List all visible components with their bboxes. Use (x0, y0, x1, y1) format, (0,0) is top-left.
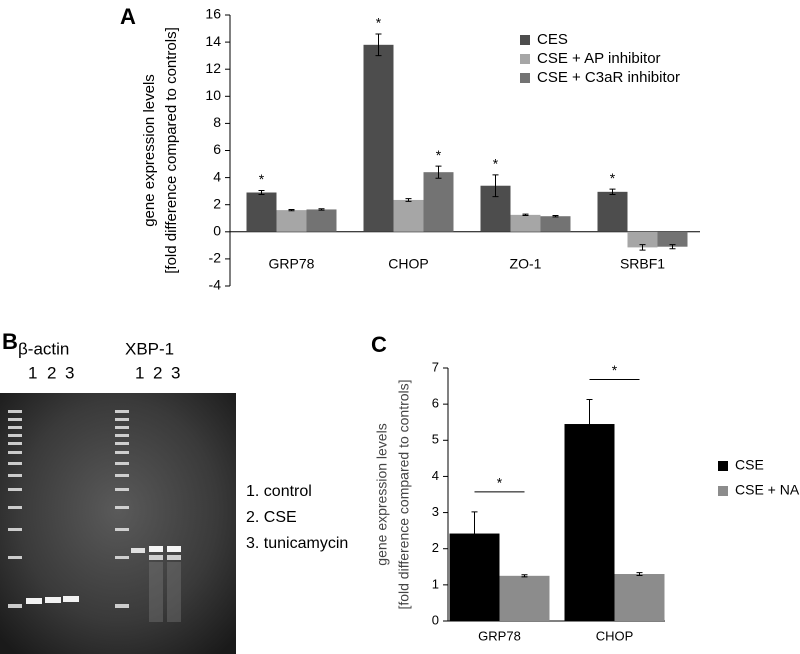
comparison-mark: * (497, 475, 503, 491)
y-tick-label: 6 (432, 396, 439, 411)
y-axis-label: gene expression levels (141, 74, 158, 227)
error-bar (288, 208, 295, 212)
legend-swatch (520, 35, 530, 45)
lane-label: 3 (65, 363, 74, 382)
y-tick-label: 0 (213, 223, 221, 239)
legend-label: CSE + NAC (735, 482, 800, 498)
y-tick-label: 1 (432, 576, 439, 591)
x-tick-label: SRBF1 (620, 256, 665, 272)
y-tick-label: 3 (432, 504, 439, 519)
error-bar (521, 574, 528, 578)
y-tick-label: 4 (213, 168, 221, 184)
bar (306, 209, 337, 232)
lane-label: 2 (47, 363, 56, 382)
y-axis-label: [fold difference compared to controls] (163, 27, 180, 274)
y-tick-label: 8 (213, 114, 221, 130)
y-tick-label: 5 (432, 432, 439, 447)
panel-label: A (120, 4, 136, 29)
bar (246, 192, 277, 232)
legend-swatch (520, 73, 530, 83)
panel-label: B (2, 329, 18, 354)
error-bar (492, 174, 499, 198)
legend-label: CES (537, 31, 568, 48)
x-tick-label: ZO-1 (510, 256, 542, 272)
y-tick-label: 6 (213, 141, 221, 157)
bar (540, 216, 571, 232)
bar (564, 424, 615, 621)
legend-label: CSE + C3aR inhibitor (537, 69, 680, 86)
significance-mark: * (610, 170, 616, 186)
lane-label: 2 (153, 363, 162, 382)
significance-mark: * (493, 156, 499, 172)
error-bar (318, 208, 325, 211)
y-tick-label: 2 (432, 540, 439, 555)
bar (627, 231, 658, 248)
legend-label: CSE + AP inhibitor (537, 50, 661, 67)
bar (510, 214, 541, 232)
y-tick-label: 2 (213, 195, 221, 211)
lane-label: 3 (171, 363, 180, 382)
bar (614, 574, 665, 621)
gel-legend: 2. CSE (246, 509, 297, 526)
y-tick-label: 4 (432, 468, 439, 483)
error-bar (669, 244, 676, 250)
legend-label: CSE (735, 457, 764, 473)
y-tick-label: 14 (205, 33, 221, 49)
legend-swatch (718, 486, 728, 496)
y-tick-label: 7 (432, 359, 439, 374)
error-bar (639, 244, 646, 251)
x-tick-label: CHOP (596, 628, 634, 643)
significance-mark: * (376, 15, 382, 31)
bar (363, 44, 394, 232)
error-bar (522, 213, 529, 217)
bar (276, 210, 307, 232)
y-tick-label: 0 (432, 612, 439, 627)
error-bar (435, 165, 442, 179)
panel-label: C (371, 332, 387, 357)
y-tick-label: -4 (209, 277, 222, 293)
lane-label: 1 (135, 363, 144, 382)
bar (423, 172, 454, 232)
bar (657, 231, 688, 247)
bar (393, 199, 424, 232)
error-bar (375, 33, 382, 57)
y-tick-label: -2 (209, 250, 222, 266)
gel-image (0, 393, 236, 654)
x-tick-label: GRP78 (269, 256, 315, 272)
legend-swatch (520, 54, 530, 64)
error-bar (471, 511, 478, 556)
bar (597, 191, 628, 232)
lane-label: 1 (28, 363, 37, 382)
legend-swatch (718, 461, 728, 471)
y-tick-label: 10 (205, 87, 221, 103)
x-tick-label: GRP78 (478, 628, 521, 643)
error-bar (258, 189, 265, 196)
y-tick-label: 12 (205, 60, 221, 76)
error-bar (586, 398, 593, 450)
bar (499, 575, 550, 621)
y-tick-label: 16 (205, 6, 221, 22)
error-bar (636, 572, 643, 576)
gel-legend: 3. tunicamycin (246, 535, 348, 552)
error-bar (405, 198, 412, 202)
error-bar (609, 188, 616, 196)
significance-mark: * (259, 171, 265, 187)
x-tick-label: CHOP (388, 256, 428, 272)
y-axis-label: gene expression levels (374, 423, 390, 565)
gel-group-title: β-actin (18, 339, 69, 358)
gel-ladders (8, 410, 181, 622)
error-bar (552, 215, 559, 218)
y-axis-label: [fold difference compared to controls] (396, 379, 412, 609)
gel-legend: 1. control (246, 483, 312, 500)
comparison-mark: * (612, 362, 618, 378)
significance-mark: * (436, 147, 442, 163)
gel-group-title: XBP-1 (125, 339, 174, 358)
